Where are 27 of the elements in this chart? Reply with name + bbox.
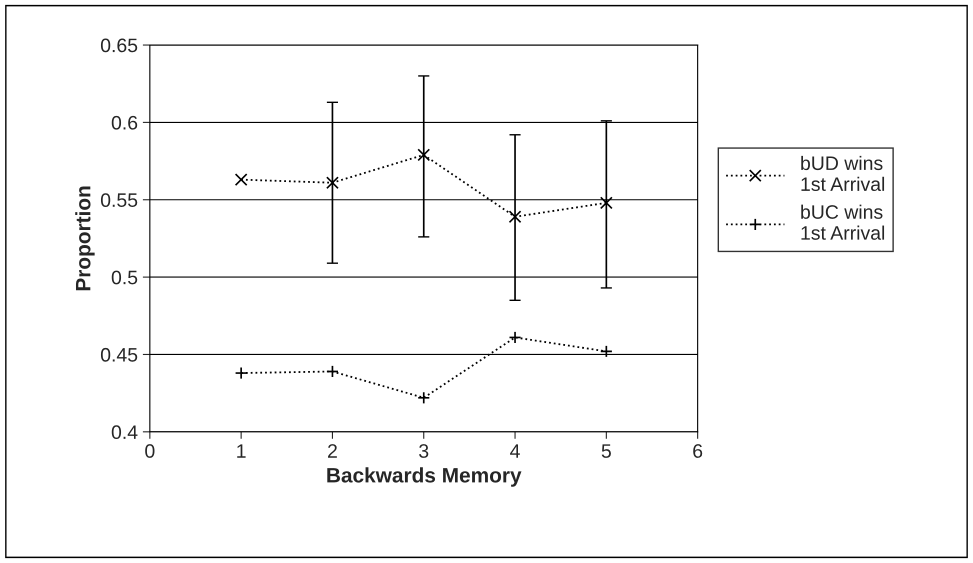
point [234,366,248,380]
point [234,173,248,186]
y-tick-label: 0.6 [112,116,138,130]
y-tick-label: 0.55 [100,193,138,207]
point [417,391,430,404]
y-tick-label: 0.4 [112,425,138,440]
point [508,331,522,344]
x-tick-label: 0 [145,444,154,458]
point [508,210,522,224]
point [326,176,339,190]
point [600,196,613,210]
y-axis-title: Proportion [75,186,95,290]
y-tick-label: 0.5 [112,270,138,284]
x-tick-label: 1 [237,444,246,458]
x-tick-label: 2 [328,444,337,458]
legend-label: bUC wins 1st Arrival [801,204,884,240]
x-tick-label: 4 [510,444,520,458]
y-tick-label: 0.45 [100,348,138,362]
legend-label: bUD wins 1st Arrival [801,156,884,192]
y-tick-label: 0.65 [100,38,138,52]
point [600,344,613,358]
x-tick-label: 5 [602,444,611,458]
x-tick-label: 3 [419,444,428,458]
x-axis-title: Backwards Memory [327,467,522,487]
point [326,365,339,378]
x-tick-label: 6 [693,444,702,458]
point [417,148,430,162]
